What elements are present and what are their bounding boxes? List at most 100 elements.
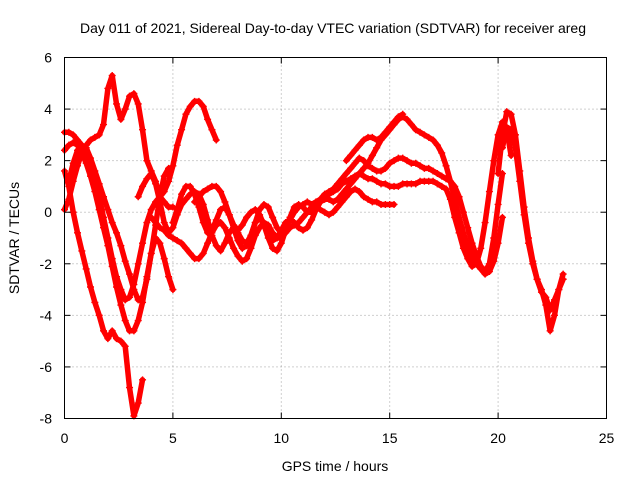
data-point: [234, 226, 242, 234]
data-point: [186, 102, 194, 110]
data-point: [147, 213, 155, 221]
x-tick-label: 10: [274, 430, 290, 446]
data-point: [152, 180, 160, 188]
data-point: [286, 224, 294, 232]
data-point: [100, 224, 108, 232]
data-point: [390, 118, 398, 126]
data-point: [160, 172, 168, 180]
data-point: [355, 188, 363, 196]
data-point: [503, 123, 511, 131]
data-point: [537, 288, 545, 296]
data-point: [204, 115, 212, 123]
data-point: [360, 164, 368, 172]
data-point: [438, 149, 446, 157]
data-point: [368, 133, 376, 141]
data-point: [334, 180, 342, 188]
data-point: [360, 172, 368, 180]
data-point: [139, 239, 147, 247]
data-point: [290, 219, 298, 227]
data-point: [334, 195, 342, 203]
data-point: [459, 229, 467, 237]
data-point: [360, 157, 368, 165]
data-point: [368, 151, 376, 159]
data-point: [191, 190, 199, 198]
data-point: [303, 208, 311, 216]
data-point: [225, 211, 233, 219]
data-point: [243, 255, 251, 263]
data-point: [494, 170, 502, 178]
x-tick-label: 20: [490, 430, 506, 446]
data-point: [373, 144, 381, 152]
data-point: [321, 208, 329, 216]
data-point: [299, 213, 307, 221]
data-point: [165, 273, 173, 281]
data-point: [381, 164, 389, 172]
data-point: [95, 180, 103, 188]
data-point: [160, 226, 168, 234]
plot-frame: [64, 57, 607, 419]
data-point: [87, 172, 95, 180]
data-point: [433, 170, 441, 178]
data-point: [485, 268, 493, 276]
data-point: [373, 198, 381, 206]
data-point: [260, 200, 268, 208]
data-point: [160, 255, 168, 263]
series-prn-e: [65, 141, 173, 304]
x-tick-label: 15: [382, 430, 398, 446]
data-point: [173, 141, 181, 149]
data-point: [325, 195, 333, 203]
data-point: [82, 144, 90, 152]
data-point: [169, 286, 177, 294]
data-point: [208, 229, 216, 237]
data-point: [342, 157, 350, 165]
data-point: [290, 203, 298, 211]
series-layer: [61, 72, 567, 420]
data-point: [178, 190, 186, 198]
data-point: [516, 177, 524, 185]
data-point: [282, 219, 290, 227]
data-point: [446, 177, 454, 185]
data-point: [269, 213, 277, 221]
data-point: [126, 384, 134, 392]
data-point: [490, 257, 498, 265]
data-point: [69, 159, 77, 167]
chart-title: Day 011 of 2021, Sidereal Day-to-day VTE…: [80, 20, 586, 36]
data-point: [256, 211, 264, 219]
data-point: [425, 164, 433, 172]
y-tick-label: 4: [44, 101, 52, 117]
data-point: [221, 224, 229, 232]
data-point: [208, 126, 216, 134]
data-point: [130, 286, 138, 294]
data-point: [399, 154, 407, 162]
data-point: [351, 175, 359, 183]
data-point: [334, 203, 342, 211]
data-point: [459, 208, 467, 216]
data-point: [238, 221, 246, 229]
data-point: [113, 335, 121, 343]
data-point: [156, 224, 164, 232]
data-point: [199, 249, 207, 257]
series-prn-l: [498, 123, 567, 314]
series-prn-j: [342, 110, 407, 165]
data-point: [351, 159, 359, 167]
data-point: [173, 206, 181, 214]
data-point: [407, 121, 415, 129]
data-point: [78, 141, 86, 149]
data-point: [152, 219, 160, 227]
data-point: [264, 231, 272, 239]
data-point: [113, 229, 121, 237]
data-point: [364, 159, 372, 167]
data-point: [299, 226, 307, 234]
data-point: [104, 242, 112, 250]
data-point: [195, 193, 203, 201]
data-point: [221, 239, 229, 247]
data-point: [386, 123, 394, 131]
x-axis-label: GPS time / hours: [282, 458, 389, 474]
data-point: [303, 224, 311, 232]
data-point: [217, 188, 225, 196]
data-point: [147, 170, 155, 178]
data-point: [121, 342, 129, 350]
data-point: [477, 265, 485, 273]
data-point: [329, 208, 337, 216]
data-point: [156, 198, 164, 206]
